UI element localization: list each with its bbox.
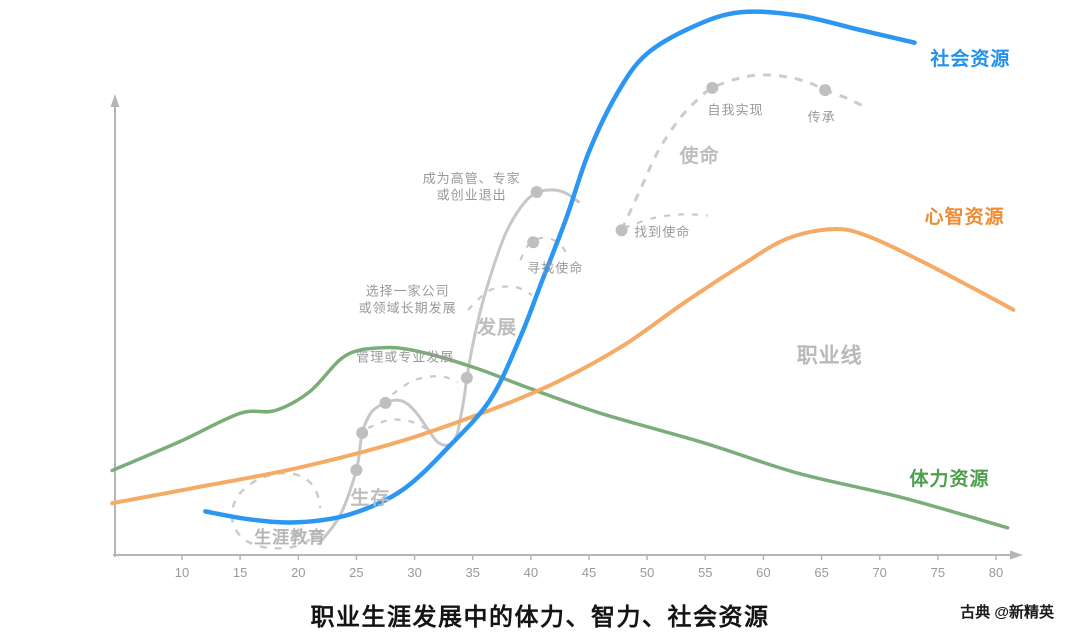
career-node-dot (460, 371, 473, 384)
annotation-stage-development: 发展 (476, 316, 517, 339)
series-career-branch-found-mission (623, 213, 708, 230)
annotation-note-management: 管理或专业发展 (356, 350, 454, 365)
annotation-mental-legend: 心智资源 (925, 205, 1005, 228)
series-career-mission (620, 73, 866, 231)
x-tick-label: 70 (872, 565, 886, 580)
annotation-note-self-actualization: 自我实现 (707, 103, 763, 118)
x-tick-label: 60 (756, 565, 770, 580)
x-axis-arrow-icon (1010, 550, 1023, 560)
series-career-education-loop (230, 471, 323, 550)
annotation-career-education-label: 生涯教育 (254, 527, 326, 547)
x-tick-label: 80 (989, 565, 1003, 580)
series-career-branch-2 (391, 375, 459, 396)
annotation-stage-mission: 使命 (678, 144, 719, 167)
annotation-note-choose-company: 选择一家公司或领域长期发展 (359, 284, 457, 316)
career-node-dot (706, 81, 719, 94)
x-tick-label: 20 (291, 565, 305, 580)
x-tick-label: 35 (465, 565, 479, 580)
y-axis-arrow-icon (110, 94, 120, 107)
annotation-career-line-label: 职业线 (797, 344, 863, 368)
series-career-branch-seek-mission (519, 236, 569, 261)
annotation-note-legacy: 传承 (808, 110, 836, 125)
x-tick-label: 75 (931, 565, 945, 580)
career-node-dot (350, 464, 363, 476)
annotation-stage-survival: 生存 (350, 486, 390, 509)
career-node-dot (379, 396, 392, 409)
x-axis-ticks-layer: 10 15 20 25 30 35 40 45 50 55 60 65 70 75 80 (175, 555, 1003, 580)
x-tick-label: 10 (175, 565, 189, 580)
x-tick-label: 40 (524, 565, 538, 580)
series-mental (110, 227, 1016, 506)
series-career-branch-1 (367, 418, 430, 432)
x-tick-label: 65 (814, 565, 828, 580)
series-social (203, 9, 917, 525)
annotation-social-legend: 社会资源 (929, 47, 1010, 70)
annotation-note-found-mission: 找到使命 (634, 225, 690, 240)
x-tick-label: 50 (640, 565, 654, 580)
x-tick-label: 15 (233, 565, 247, 580)
axes (110, 94, 1023, 560)
x-tick-label: 25 (349, 565, 363, 580)
curves-layer (110, 9, 1016, 550)
career-dots-layer (350, 81, 832, 476)
annotation-note-executive: 成为高管、专家或创业退出 (423, 171, 521, 203)
series-physical (110, 345, 1010, 530)
x-tick-label: 45 (582, 565, 596, 580)
chart-canvas: 10 15 20 25 30 35 40 45 50 55 60 65 70 75 80 社会资源心智资源体… (110, 9, 1023, 580)
career-node-dot (356, 426, 369, 439)
chart-title: 职业生涯发展中的体力、智力、社会资源 (310, 604, 770, 631)
annotation-note-seek-mission: 寻找使命 (527, 261, 583, 276)
author-credit: 古典 @新精英 (960, 604, 1054, 621)
career-node-dot (527, 236, 540, 249)
annotation-physical-legend: 体力资源 (909, 467, 989, 490)
x-tick-label: 55 (698, 565, 712, 580)
career-node-dot (615, 224, 628, 237)
career-node-dot (530, 186, 543, 198)
series-career-branch-3 (467, 285, 533, 311)
career-node-dot (819, 84, 832, 97)
x-tick-label: 30 (407, 565, 421, 580)
